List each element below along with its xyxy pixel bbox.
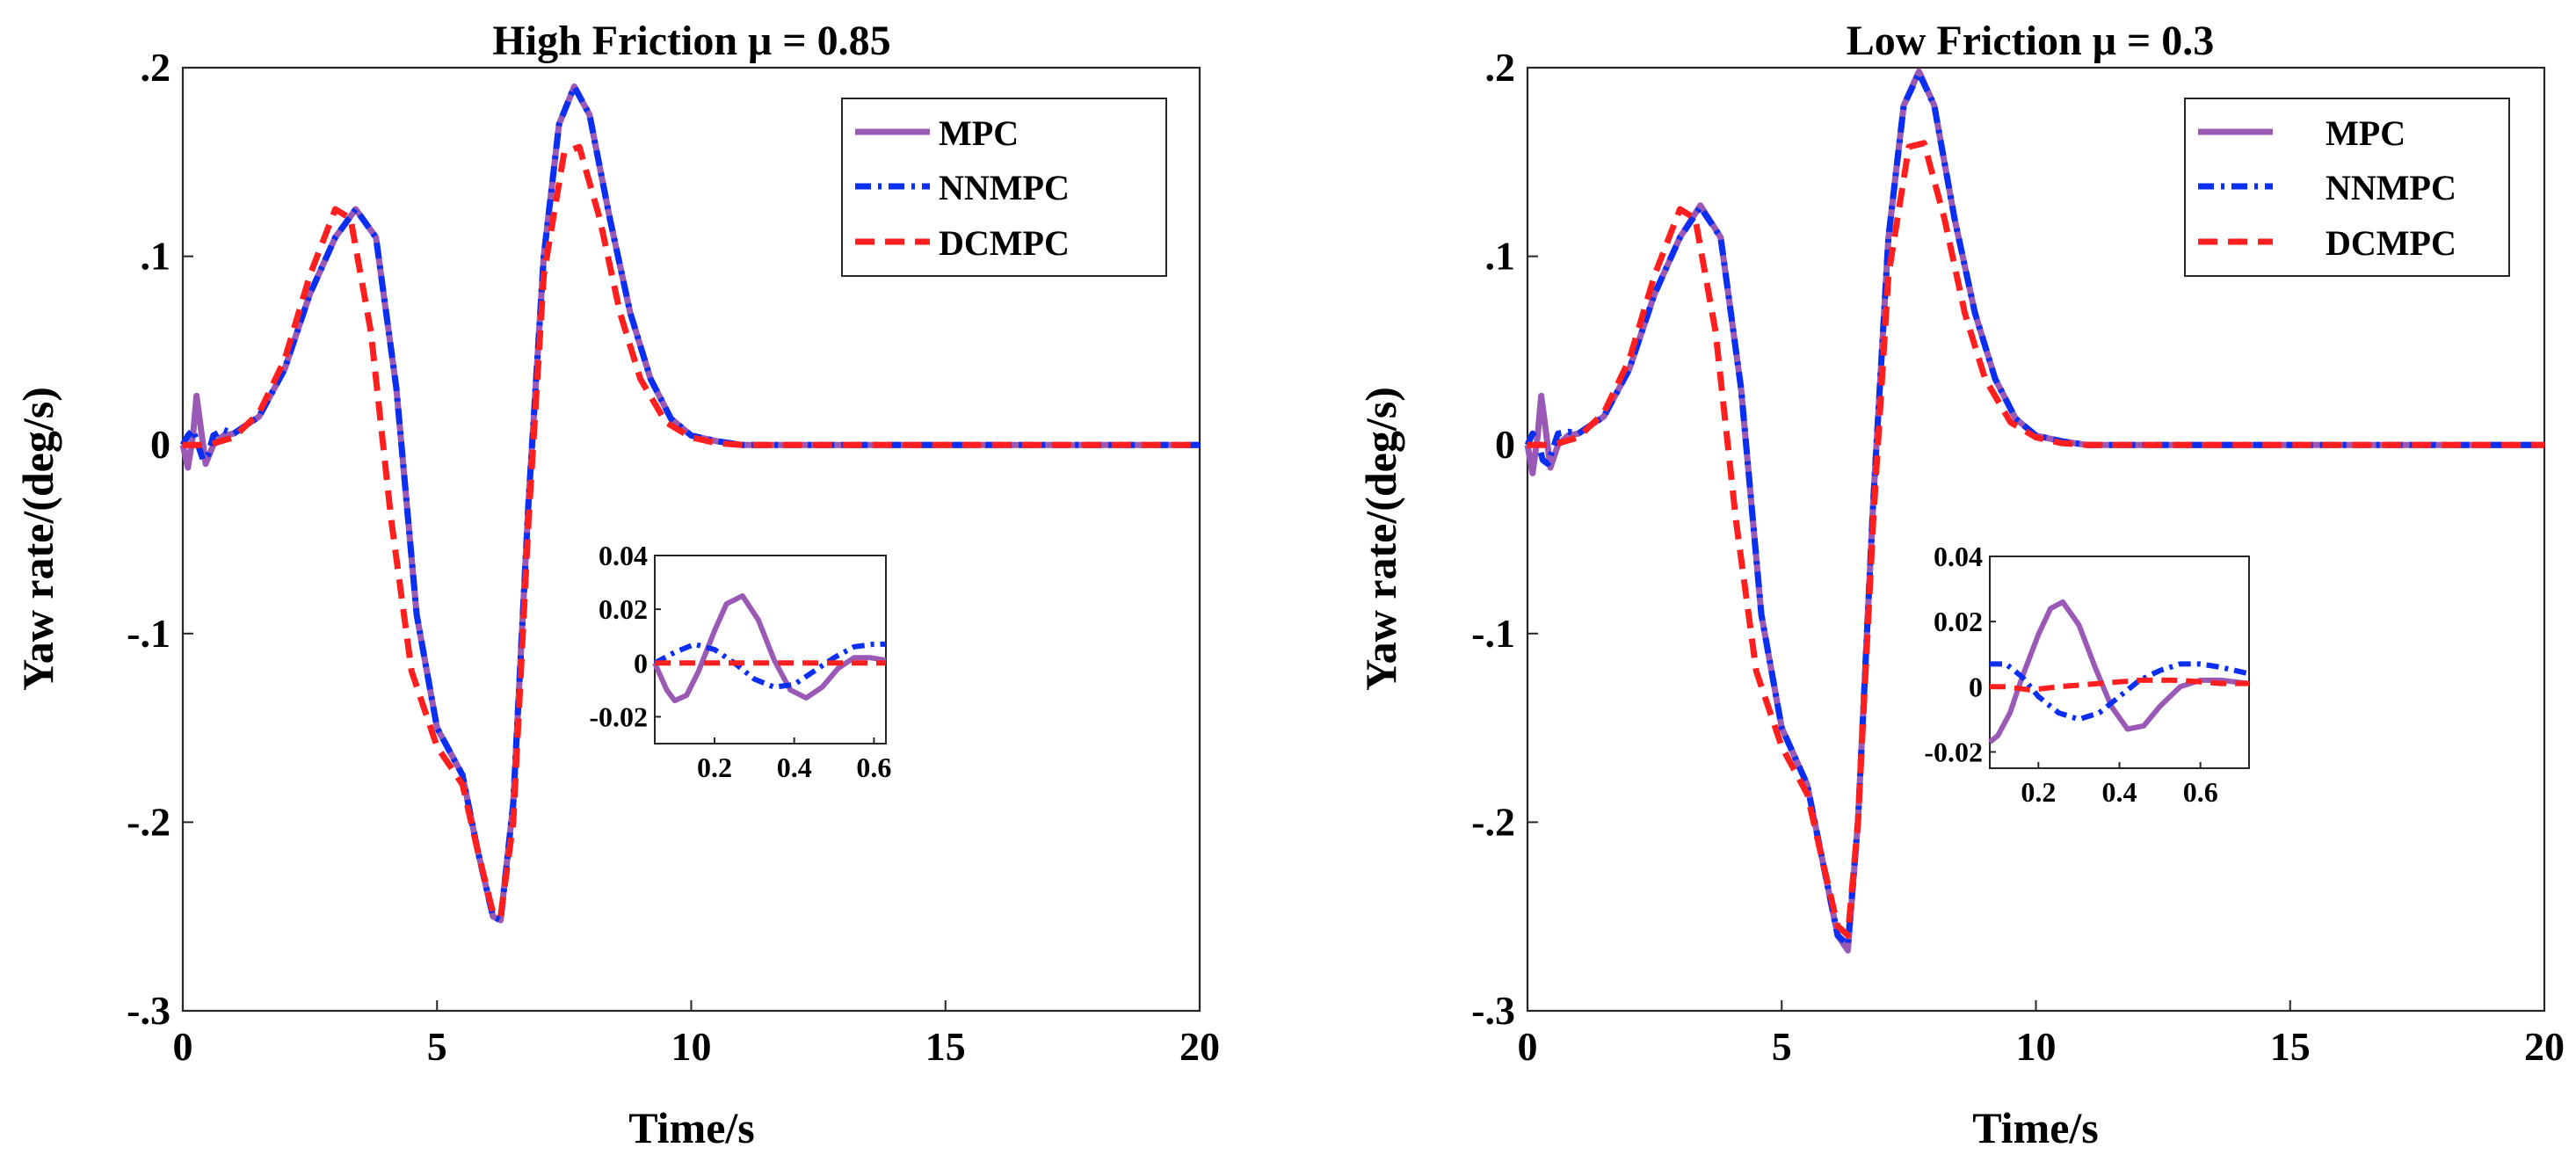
chart-title: Low Friction μ = 0.3	[1847, 18, 2215, 64]
x-tick-label: 20	[1179, 1024, 1220, 1069]
x-tick-label: 15	[2270, 1024, 2311, 1069]
inset-x-tick-label: 0.4	[2102, 776, 2137, 808]
y-tick-label: -.2	[1471, 799, 1515, 844]
inset-y-tick-label: 0	[1969, 671, 1983, 702]
inset-line-nnmpc	[1990, 661, 2250, 723]
x-axis-label: Time/s	[628, 1103, 755, 1152]
inset-x-tick-label: 0.6	[856, 752, 891, 783]
panel-high-friction: High Friction μ = 0.85 Yaw rate/(deg/s) …	[13, 18, 1220, 1152]
inset-zoom: 0.2 0.4 0.6 -0.02 0 0.02 0.04	[1924, 541, 2250, 808]
legend: MPC NNMPC DCMPC	[2184, 98, 2510, 277]
legend-label-dcmpc: DCMPC	[939, 223, 1070, 263]
y-tick-label: -.1	[127, 611, 171, 656]
series-line-dcmpc	[1527, 140, 2544, 939]
legend-label-nnmpc: NNMPC	[2326, 168, 2456, 207]
inset-lines	[1988, 599, 2250, 744]
y-axis-label: Yaw rate/(deg/s)	[13, 387, 62, 691]
axis-ticks: 0 5 10 15 20 -.3 -.2 -.1 0 .1 .2	[1471, 45, 2565, 1069]
x-tick-label: 0	[173, 1024, 193, 1069]
y-tick-label: -.2	[127, 799, 171, 844]
y-axis-label: Yaw rate/(deg/s)	[1356, 387, 1405, 691]
inset-y-tick-label: 0.02	[599, 593, 648, 625]
y-tick-label: .1	[1485, 234, 1516, 279]
x-tick-label: 15	[925, 1024, 966, 1069]
inset-y-tick-label: 0.04	[1934, 541, 1983, 572]
panel-low-friction: Low Friction μ = 0.3 Yaw rate/(deg/s) Ti…	[1356, 18, 2565, 1152]
y-tick-label: -.3	[127, 988, 171, 1033]
inset-y-tick-label: 0.04	[599, 540, 648, 571]
legend-label-mpc: MPC	[939, 113, 1019, 153]
legend-label-nnmpc: NNMPC	[939, 168, 1070, 207]
inset-ticks: 0.2 0.4 0.6 -0.02 0 0.02 0.04	[589, 540, 891, 783]
x-tick-label: 10	[2016, 1024, 2057, 1069]
x-tick-label: 10	[671, 1024, 712, 1069]
inset-lines	[652, 592, 887, 704]
y-tick-label: -.1	[1471, 611, 1515, 656]
y-tick-label: 0	[150, 422, 171, 467]
inset-line-nnmpc	[653, 641, 886, 690]
x-tick-label: 20	[2524, 1024, 2565, 1069]
inset-y-tick-label: -0.02	[589, 701, 648, 732]
inset-ticks: 0.2 0.4 0.6 -0.02 0 0.02 0.04	[1924, 541, 2217, 808]
y-tick-label: .1	[141, 234, 171, 279]
y-tick-label: .2	[1485, 45, 1516, 90]
inset-x-tick-label: 0.6	[2183, 776, 2218, 808]
inset-x-tick-label: 0.2	[2021, 776, 2056, 808]
x-tick-label: 0	[1518, 1024, 1538, 1069]
inset-line-mpc	[652, 592, 887, 704]
axis-ticks: 0 5 10 15 20 -.3 -.2 -.1 0 .1 .2	[127, 45, 1220, 1069]
y-tick-label: .2	[141, 45, 171, 90]
x-axis-label: Time/s	[1972, 1103, 2099, 1152]
x-tick-label: 5	[427, 1024, 447, 1069]
legend-label-mpc: MPC	[2326, 113, 2405, 153]
chart-title: High Friction μ = 0.85	[492, 18, 890, 64]
inset-zoom: 0.2 0.4 0.6 -0.02 0 0.02 0.04	[589, 540, 891, 783]
legend-label-dcmpc: DCMPC	[2326, 223, 2456, 263]
y-tick-label: -.3	[1471, 988, 1515, 1033]
inset-y-tick-label: 0.02	[1934, 606, 1983, 637]
inset-x-tick-label: 0.2	[697, 752, 732, 783]
y-tick-label: 0	[1495, 422, 1515, 467]
inset-line-dcmpc	[1990, 677, 2249, 693]
series-lines	[1524, 68, 2544, 954]
inset-y-tick-label: 0	[634, 647, 648, 679]
inset-x-tick-label: 0.4	[777, 752, 812, 783]
series-lines	[179, 84, 1200, 924]
x-tick-label: 5	[1772, 1024, 1792, 1069]
legend: MPC NNMPC DCMPC	[841, 98, 1167, 277]
inset-y-tick-label: -0.02	[1924, 736, 1983, 767]
